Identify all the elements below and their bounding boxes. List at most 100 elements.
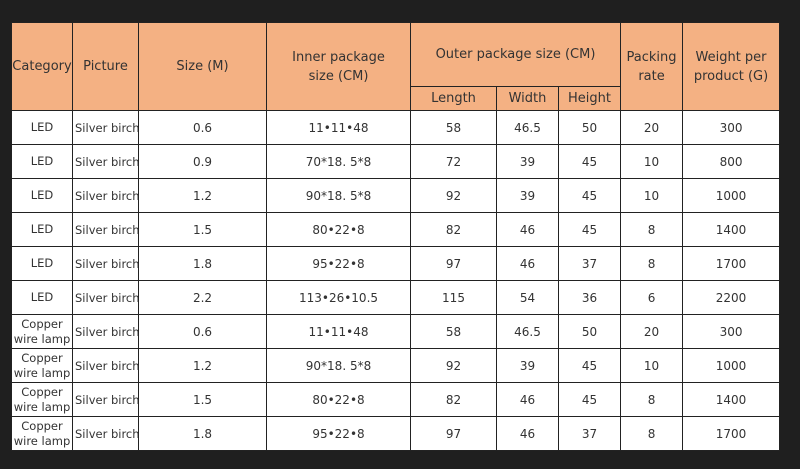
cell-length: 58 [410, 110, 497, 145]
table-row: LED Silver birch 1.5 80•22•8 82 46 45 8 1400 [11, 212, 781, 247]
cell-length: 97 [410, 416, 497, 451]
cell-width: 46 [496, 212, 559, 247]
cell-category: LED [11, 212, 73, 247]
cell-size: 0.9 [138, 144, 267, 179]
header-category: Category [11, 22, 73, 111]
cell-width: 39 [496, 348, 559, 383]
cell-height: 45 [557, 212, 622, 247]
cell-size: 1.5 [138, 382, 267, 417]
header-size: Size (M) [138, 22, 267, 111]
cell-packing: 20 [620, 314, 684, 349]
cell-packing: 8 [620, 416, 684, 451]
cell-picture: Silver birch [72, 246, 139, 281]
cell-width: 46.5 [496, 314, 559, 349]
header-length: Length [410, 86, 497, 111]
cell-packing: 6 [620, 280, 684, 315]
cell-packing: 20 [620, 110, 684, 145]
cell-weight: 1400 [682, 212, 781, 247]
cell-category: Copper wire lamp [11, 348, 73, 383]
cell-weight: 1000 [682, 348, 781, 383]
cell-length: 97 [410, 246, 497, 281]
cell-size: 1.8 [138, 246, 267, 281]
product-spec-table-container: Category Picture Size (M) Inner package … [11, 22, 781, 451]
cell-width: 46 [496, 246, 559, 281]
cell-category: LED [11, 246, 73, 281]
cell-category: Copper wire lamp [11, 314, 73, 349]
cell-picture: Silver birch [72, 178, 139, 213]
table-row: Copper wire lamp Silver birch 1.8 95•22•8 97… [11, 416, 781, 451]
cell-inner: 70*18. 5*8 [266, 144, 411, 179]
cell-weight: 800 [682, 144, 781, 179]
cell-picture: Silver birch [72, 110, 139, 145]
header-width: Width [496, 86, 559, 111]
cell-height: 45 [557, 178, 622, 213]
cell-width: 54 [496, 280, 559, 315]
table-row: LED Silver birch 2.2 113•26•10.5 115 54 36 6 220… [11, 280, 781, 315]
cell-picture: Silver birch [72, 314, 139, 349]
product-spec-table: Category Picture Size (M) Inner package … [11, 22, 781, 451]
cell-inner: 95•22•8 [266, 416, 411, 451]
header-packing-rate: Packing rate [620, 22, 684, 111]
header-outer-package: Outer package size (CM) [409, 22, 622, 87]
table-row: Copper wire lamp Silver birch 1.5 80•22•8 82… [11, 382, 781, 417]
cell-height: 45 [557, 382, 622, 417]
cell-weight: 2200 [682, 280, 781, 315]
cell-height: 50 [557, 110, 622, 145]
cell-inner: 90*18. 5*8 [266, 178, 411, 213]
cell-length: 92 [410, 178, 497, 213]
cell-picture: Silver birch [72, 348, 139, 383]
cell-inner: 11•11•48 [266, 110, 411, 145]
cell-inner: 11•11•48 [266, 314, 411, 349]
table-row: LED Silver birch 0.6 11•11•48 58 46.5 50 20 300 [11, 110, 781, 145]
cell-weight: 300 [682, 110, 781, 145]
table-row: LED Silver birch 1.8 95•22•8 97 46 37 8 1700 [11, 246, 781, 281]
cell-inner: 80•22•8 [266, 382, 411, 417]
cell-height: 50 [557, 314, 622, 349]
cell-picture: Silver birch [72, 144, 139, 179]
table-row: LED Silver birch 1.2 90*18. 5*8 92 39 45 10 1000 [11, 178, 781, 213]
cell-packing: 10 [620, 144, 684, 179]
cell-length: 72 [410, 144, 497, 179]
cell-category: LED [11, 110, 73, 145]
cell-height: 36 [557, 280, 622, 315]
cell-weight: 1000 [682, 178, 781, 213]
header-height: Height [557, 86, 622, 111]
header-inner-package: Inner package size (CM) [266, 22, 411, 111]
header-weight: Weight per product (G) [682, 22, 781, 111]
table-row: LED Silver birch 0.9 70*18. 5*8 72 39 45 10 800 [11, 144, 781, 179]
cell-height: 45 [557, 144, 622, 179]
cell-picture: Silver birch [72, 212, 139, 247]
cell-weight: 300 [682, 314, 781, 349]
cell-width: 46.5 [496, 110, 559, 145]
cell-size: 0.6 [138, 110, 267, 145]
cell-size: 0.6 [138, 314, 267, 349]
table-row: Copper wire lamp Silver birch 1.2 90*18. 5*… [11, 348, 781, 383]
cell-picture: Silver birch [72, 280, 139, 315]
cell-width: 39 [496, 178, 559, 213]
cell-height: 45 [557, 348, 622, 383]
header-picture: Picture [72, 22, 139, 111]
cell-height: 37 [557, 246, 622, 281]
cell-category: LED [11, 280, 73, 315]
cell-category: LED [11, 178, 73, 213]
cell-inner: 80•22•8 [266, 212, 411, 247]
cell-category: Copper wire lamp [11, 416, 73, 451]
cell-packing: 8 [620, 382, 684, 417]
cell-picture: Silver birch [72, 382, 139, 417]
cell-width: 46 [496, 382, 559, 417]
cell-weight: 1400 [682, 382, 781, 417]
cell-category: LED [11, 144, 73, 179]
cell-length: 58 [410, 314, 497, 349]
cell-size: 2.2 [138, 280, 267, 315]
cell-size: 1.2 [138, 348, 267, 383]
cell-height: 37 [557, 416, 622, 451]
cell-length: 82 [410, 382, 497, 417]
cell-weight: 1700 [682, 246, 781, 281]
cell-length: 115 [410, 280, 497, 315]
cell-inner: 113•26•10.5 [266, 280, 411, 315]
cell-packing: 10 [620, 178, 684, 213]
cell-length: 82 [410, 212, 497, 247]
cell-inner: 90*18. 5*8 [266, 348, 411, 383]
cell-length: 92 [410, 348, 497, 383]
cell-packing: 10 [620, 348, 684, 383]
